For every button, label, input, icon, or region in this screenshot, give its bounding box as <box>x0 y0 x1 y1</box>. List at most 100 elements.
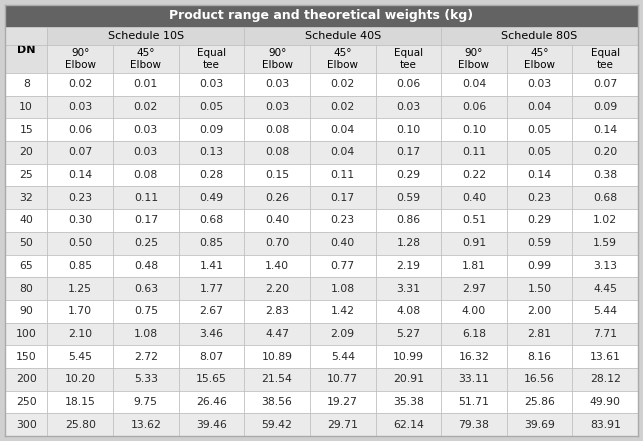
Text: 0.02: 0.02 <box>331 79 355 90</box>
Bar <box>5 254 638 277</box>
Text: 4.00: 4.00 <box>462 306 486 316</box>
Text: 0.14: 0.14 <box>593 125 617 135</box>
Text: 0.03: 0.03 <box>527 79 552 90</box>
Text: 39.69: 39.69 <box>524 420 555 430</box>
Text: 5.44: 5.44 <box>331 351 355 362</box>
Text: 0.06: 0.06 <box>68 125 93 135</box>
Text: 38.56: 38.56 <box>262 397 293 407</box>
Text: 0.14: 0.14 <box>68 170 92 180</box>
Text: 33.11: 33.11 <box>458 374 489 384</box>
Text: 0.26: 0.26 <box>265 193 289 203</box>
Text: 90: 90 <box>19 306 33 316</box>
Text: 5.45: 5.45 <box>68 351 92 362</box>
Bar <box>5 73 638 96</box>
Text: 4.08: 4.08 <box>396 306 421 316</box>
Text: 0.07: 0.07 <box>593 79 617 90</box>
Text: 0.25: 0.25 <box>134 238 158 248</box>
Text: Product range and theoretical weights (kg): Product range and theoretical weights (k… <box>170 10 473 22</box>
Text: 0.86: 0.86 <box>396 216 421 225</box>
Text: 6.18: 6.18 <box>462 329 486 339</box>
Text: 0.59: 0.59 <box>396 193 421 203</box>
Text: 4.47: 4.47 <box>265 329 289 339</box>
Text: 0.03: 0.03 <box>396 102 421 112</box>
Text: 0.04: 0.04 <box>527 102 552 112</box>
Text: 1.81: 1.81 <box>462 261 486 271</box>
Text: 200: 200 <box>16 374 37 384</box>
Text: 25: 25 <box>19 170 33 180</box>
Bar <box>244 27 441 45</box>
Text: 10.20: 10.20 <box>65 374 96 384</box>
Text: 0.15: 0.15 <box>265 170 289 180</box>
Text: 90°
Elbow: 90° Elbow <box>262 48 293 70</box>
Text: 1.50: 1.50 <box>527 284 552 294</box>
Text: 2.09: 2.09 <box>331 329 355 339</box>
Bar <box>5 118 638 141</box>
Text: 29.71: 29.71 <box>327 420 358 430</box>
Text: 0.05: 0.05 <box>527 125 552 135</box>
Text: 0.70: 0.70 <box>265 238 289 248</box>
Text: 0.23: 0.23 <box>527 193 552 203</box>
Text: 0.08: 0.08 <box>265 147 289 157</box>
Text: 50: 50 <box>19 238 33 248</box>
Text: 0.08: 0.08 <box>265 125 289 135</box>
Bar <box>5 27 48 73</box>
Bar <box>179 45 244 73</box>
Text: Schedule 80S: Schedule 80S <box>502 31 577 41</box>
Bar <box>5 413 638 436</box>
Text: 20.91: 20.91 <box>393 374 424 384</box>
Text: 8: 8 <box>23 79 30 90</box>
Text: Equal
tee: Equal tee <box>591 48 620 70</box>
Text: 0.23: 0.23 <box>331 216 355 225</box>
Text: 10: 10 <box>19 102 33 112</box>
Text: 2.81: 2.81 <box>527 329 552 339</box>
Text: 0.28: 0.28 <box>199 170 224 180</box>
Text: 40: 40 <box>19 216 33 225</box>
Text: 0.29: 0.29 <box>396 170 421 180</box>
Text: 0.10: 0.10 <box>462 125 486 135</box>
Text: 0.22: 0.22 <box>462 170 486 180</box>
Bar <box>5 391 638 413</box>
Text: Equal
tee: Equal tee <box>197 48 226 70</box>
Text: DN: DN <box>17 45 35 55</box>
Text: 0.30: 0.30 <box>68 216 93 225</box>
Text: 51.71: 51.71 <box>458 397 489 407</box>
Text: Schedule 40S: Schedule 40S <box>305 31 381 41</box>
Text: 0.09: 0.09 <box>593 102 617 112</box>
Bar <box>5 5 638 27</box>
Bar <box>310 45 376 73</box>
Text: 0.09: 0.09 <box>199 125 224 135</box>
Text: 1.70: 1.70 <box>68 306 92 316</box>
Text: 0.03: 0.03 <box>134 147 158 157</box>
Text: 1.41: 1.41 <box>199 261 224 271</box>
Text: 2.83: 2.83 <box>265 306 289 316</box>
Text: 0.50: 0.50 <box>68 238 93 248</box>
Text: Equal
tee: Equal tee <box>394 48 423 70</box>
Text: 0.07: 0.07 <box>68 147 93 157</box>
Text: 0.63: 0.63 <box>134 284 158 294</box>
Text: 1.59: 1.59 <box>593 238 617 248</box>
Text: 79.38: 79.38 <box>458 420 489 430</box>
Text: 10.77: 10.77 <box>327 374 358 384</box>
Bar <box>572 45 638 73</box>
Text: 15.65: 15.65 <box>196 374 227 384</box>
Text: 0.17: 0.17 <box>331 193 355 203</box>
Text: Schedule 10S: Schedule 10S <box>108 31 184 41</box>
Text: 0.02: 0.02 <box>68 79 93 90</box>
Text: 9.75: 9.75 <box>134 397 158 407</box>
Text: 0.85: 0.85 <box>199 238 224 248</box>
Text: 21.54: 21.54 <box>262 374 293 384</box>
Text: 49.90: 49.90 <box>590 397 620 407</box>
Text: 0.03: 0.03 <box>134 125 158 135</box>
Text: 18.15: 18.15 <box>65 397 96 407</box>
Text: 0.40: 0.40 <box>462 193 486 203</box>
Text: 0.11: 0.11 <box>134 193 158 203</box>
Bar <box>5 141 638 164</box>
Bar <box>507 45 572 73</box>
Text: 0.06: 0.06 <box>462 102 486 112</box>
Text: 19.27: 19.27 <box>327 397 358 407</box>
Text: 10.89: 10.89 <box>262 351 293 362</box>
Text: 0.04: 0.04 <box>462 79 486 90</box>
Text: 0.14: 0.14 <box>527 170 552 180</box>
Text: 0.38: 0.38 <box>593 170 617 180</box>
Bar <box>113 45 179 73</box>
